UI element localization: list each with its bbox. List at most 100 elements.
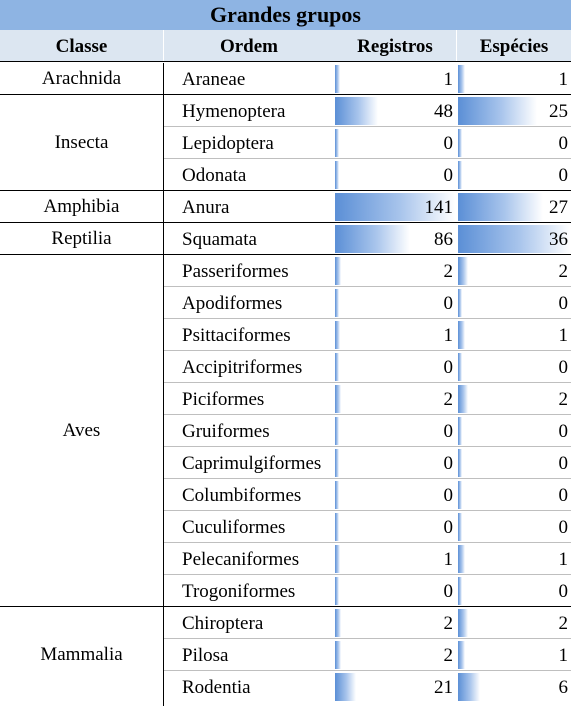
table-row: Piciformes 2 2: [0, 383, 571, 415]
table-row: Columbiformes 0 0: [0, 479, 571, 511]
registros-databar: [335, 353, 339, 381]
registros-databar: [335, 257, 341, 285]
registros-value: 0: [443, 517, 454, 538]
registros-value: 2: [443, 645, 454, 666]
especies-value: 6: [558, 677, 569, 698]
registros-databar: [335, 385, 341, 413]
especies-value: 0: [558, 421, 569, 442]
header-ordem: Ordem: [164, 30, 334, 61]
especies-value: 0: [558, 485, 569, 506]
table-row: Psittaciformes 1 1: [0, 319, 571, 351]
especies-databar: [458, 65, 465, 93]
table-title: Grandes grupos: [0, 0, 571, 30]
order-cell: Anura: [182, 197, 230, 218]
order-cell: Passeriformes: [182, 261, 289, 282]
especies-databar: [458, 129, 462, 157]
registros-value: 0: [443, 165, 454, 186]
order-cell: Araneae: [182, 69, 246, 90]
especies-value: 0: [558, 357, 569, 378]
registros-databar: [335, 289, 339, 317]
especies-databar: [458, 193, 543, 221]
row-divider: [164, 286, 571, 287]
order-cell: Trogoniformes: [182, 581, 296, 602]
registros-value: 0: [443, 453, 454, 474]
especies-databar: [458, 609, 468, 637]
order-cell: Hymenoptera: [182, 101, 286, 122]
row-divider: [0, 190, 571, 191]
especies-value: 0: [558, 581, 569, 602]
order-cell: Piciformes: [182, 389, 265, 410]
order-cell: Chiroptera: [182, 613, 264, 634]
especies-databar: [458, 321, 465, 349]
especies-databar: [458, 417, 462, 445]
registros-value: 141: [424, 197, 454, 218]
order-cell: Pelecaniformes: [182, 549, 300, 570]
class-cell: Arachnida: [41, 68, 122, 89]
order-cell: Columbiformes: [182, 485, 302, 506]
registros-value: 1: [443, 69, 454, 90]
especies-value: 36: [549, 229, 568, 250]
especies-databar: [458, 257, 468, 285]
class-cell: Aves: [62, 420, 101, 441]
row-divider: [164, 350, 571, 351]
row-divider: [0, 222, 571, 223]
table-row: Accipitriformes 0 0: [0, 351, 571, 383]
class-cell: Reptilia: [51, 228, 112, 249]
registros-databar: [335, 609, 341, 637]
order-cell: Pilosa: [182, 645, 229, 666]
order-cell: Squamata: [182, 229, 257, 250]
row-divider: [0, 254, 571, 255]
row-divider: [164, 382, 571, 383]
table-row: Cuculiformes 0 0: [0, 511, 571, 543]
registros-value: 0: [443, 421, 454, 442]
registros-databar: [335, 97, 379, 125]
registros-databar: [335, 673, 357, 701]
registros-databar: [335, 65, 340, 93]
especies-databar: [458, 225, 570, 253]
registros-value: 0: [443, 357, 454, 378]
order-cell: Accipitriformes: [182, 357, 303, 378]
row-divider: [164, 158, 571, 159]
row-divider: [164, 638, 571, 639]
order-cell: Odonata: [182, 165, 247, 186]
registros-databar: [335, 545, 340, 573]
registros-value: 0: [443, 485, 454, 506]
row-divider: [0, 61, 571, 62]
table-row: Chiroptera 2 2: [0, 607, 571, 639]
table-row: Lepidoptera 0 0: [0, 127, 571, 159]
especies-databar: [458, 449, 462, 477]
order-cell: Psittaciformes: [182, 325, 291, 346]
row-divider: [164, 414, 571, 415]
registros-value: 2: [443, 261, 454, 282]
registros-value: 0: [443, 581, 454, 602]
registros-databar: [335, 417, 339, 445]
especies-value: 0: [558, 453, 569, 474]
especies-databar: [458, 673, 480, 701]
especies-databar: [458, 545, 465, 573]
row-divider: [164, 670, 571, 671]
especies-databar: [458, 481, 462, 509]
registros-databar: [335, 449, 339, 477]
table-row: Passeriformes 2 2: [0, 255, 571, 287]
row-divider: [164, 446, 571, 447]
row-divider: [164, 126, 571, 127]
class-cell: Mammalia: [40, 644, 123, 665]
especies-value: 2: [558, 613, 569, 634]
especies-databar: [458, 353, 462, 381]
registros-databar: [335, 193, 455, 221]
registros-value: 2: [443, 389, 454, 410]
header-registros: Registros: [334, 30, 456, 61]
table-row: Trogoniformes 0 0: [0, 575, 571, 607]
table-row: Anura 141 27: [0, 191, 571, 223]
registros-databar: [335, 481, 339, 509]
registros-value: 0: [443, 133, 454, 154]
especies-value: 0: [558, 517, 569, 538]
row-divider: [164, 510, 571, 511]
registros-value: 21: [434, 677, 453, 698]
registros-databar: [335, 129, 339, 157]
registros-value: 1: [443, 549, 454, 570]
table-row: Caprimulgiformes 0 0: [0, 447, 571, 479]
registros-databar: [335, 161, 339, 189]
especies-value: 2: [558, 261, 569, 282]
table-row: Odonata 0 0: [0, 159, 571, 191]
